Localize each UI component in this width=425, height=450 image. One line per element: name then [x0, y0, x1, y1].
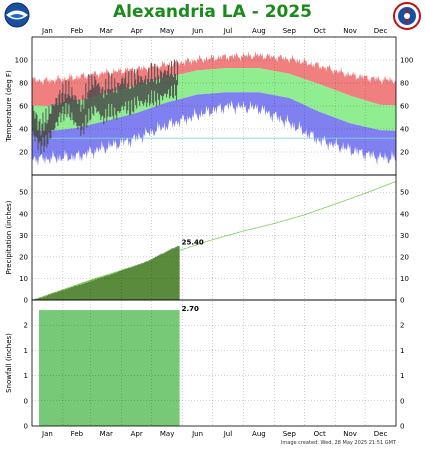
month-label-top: Apr [131, 27, 143, 35]
month-label-top: May [160, 27, 174, 35]
temp-ytick-left: 40 [19, 126, 28, 134]
precip-ytick-right: 50 [400, 189, 409, 197]
snow-ytick-right: 1 [400, 347, 404, 355]
snow-ytick-right: 0 [400, 423, 404, 431]
temp-ytick-left: 20 [19, 149, 28, 157]
month-label-bottom: Jun [191, 430, 203, 438]
precipitation-axis-label: Precipitation (inches) [5, 200, 13, 274]
month-label-bottom: Sep [283, 430, 297, 438]
temperature-axis-label: Temperature (deg F) [5, 70, 13, 143]
month-label-bottom: Aug [252, 430, 266, 438]
month-label-top: Nov [343, 27, 357, 35]
precip-ytick-right: 30 [400, 232, 409, 240]
month-label-bottom: Dec [374, 430, 388, 438]
month-label-top: Mar [100, 27, 113, 35]
temp-ytick-left: 60 [19, 103, 28, 111]
temp-ytick-left: 100 [15, 57, 28, 65]
month-label-top: Sep [283, 27, 297, 35]
snow-ytick-left: 1 [24, 372, 28, 380]
nws-logo [393, 2, 421, 30]
temp-ytick-right: 20 [400, 149, 409, 157]
snow-ytick-left: 2 [24, 322, 28, 330]
month-label-top: Jul [223, 27, 233, 35]
snowfall-bar [38, 310, 180, 426]
month-label-top: Jan [41, 27, 53, 35]
precip-ytick-right: 20 [400, 253, 409, 261]
precip-ytick-left: 30 [19, 232, 28, 240]
temp-ytick-right: 60 [400, 103, 409, 111]
month-label-bottom: May [160, 430, 174, 438]
panel-frame-snowfall [31, 299, 397, 427]
month-label-bottom: Apr [131, 430, 143, 438]
snow-ytick-right: 0 [400, 397, 404, 405]
month-label-bottom: Oct [314, 430, 326, 438]
precip-observed-area [32, 245, 180, 300]
temp-ytick-right: 80 [400, 80, 409, 88]
chart-title: Alexandria LA - 2025 [112, 2, 313, 22]
snow-ytick-right: 2 [400, 322, 404, 330]
month-label-bottom: Mar [100, 430, 113, 438]
normal-band [32, 68, 396, 132]
month-label-top: Jun [191, 27, 203, 35]
month-label-bottom: Jul [223, 430, 233, 438]
snow-total-label: 2.70 [182, 305, 199, 313]
image-created-timestamp: Image created: Wed, 28 May 2025 21:51 GM… [280, 440, 396, 446]
month-label-top: Oct [314, 27, 326, 35]
snow-ytick-left: 1 [24, 347, 28, 355]
snow-ytick-left: 0 [24, 423, 28, 431]
snowfall-axis-label: Snowfall (inches) [5, 333, 13, 393]
precip-ytick-left: 20 [19, 253, 28, 261]
month-label-bottom: Jan [41, 430, 53, 438]
precip-ytick-left: 10 [19, 275, 28, 283]
precip-ytick-left: 0 [24, 297, 28, 305]
temp-ytick-left: 80 [19, 80, 28, 88]
month-label-top: Dec [374, 27, 388, 35]
snow-ytick-right: 1 [400, 372, 404, 380]
precip-ytick-left: 50 [19, 189, 28, 197]
precip-ytick-right: 10 [400, 275, 409, 283]
precip-ytick-left: 40 [19, 210, 28, 218]
precip-ytick-right: 40 [400, 210, 409, 218]
snow-ytick-left: 0 [24, 397, 28, 405]
precip-ytick-right: 0 [400, 297, 404, 305]
record-high-band [32, 50, 396, 106]
month-label-top: Feb [71, 27, 84, 35]
temp-ytick-right: 40 [400, 126, 409, 134]
month-label-bottom: Nov [343, 430, 357, 438]
temp-ytick-right: 100 [400, 57, 413, 65]
precip-normal-line [179, 181, 397, 251]
noaa-logo [4, 2, 30, 28]
month-label-bottom: Feb [71, 430, 84, 438]
month-label-top: Aug [252, 27, 266, 35]
precip-total-label: 25.40 [182, 238, 204, 246]
record-low-band [32, 92, 396, 167]
